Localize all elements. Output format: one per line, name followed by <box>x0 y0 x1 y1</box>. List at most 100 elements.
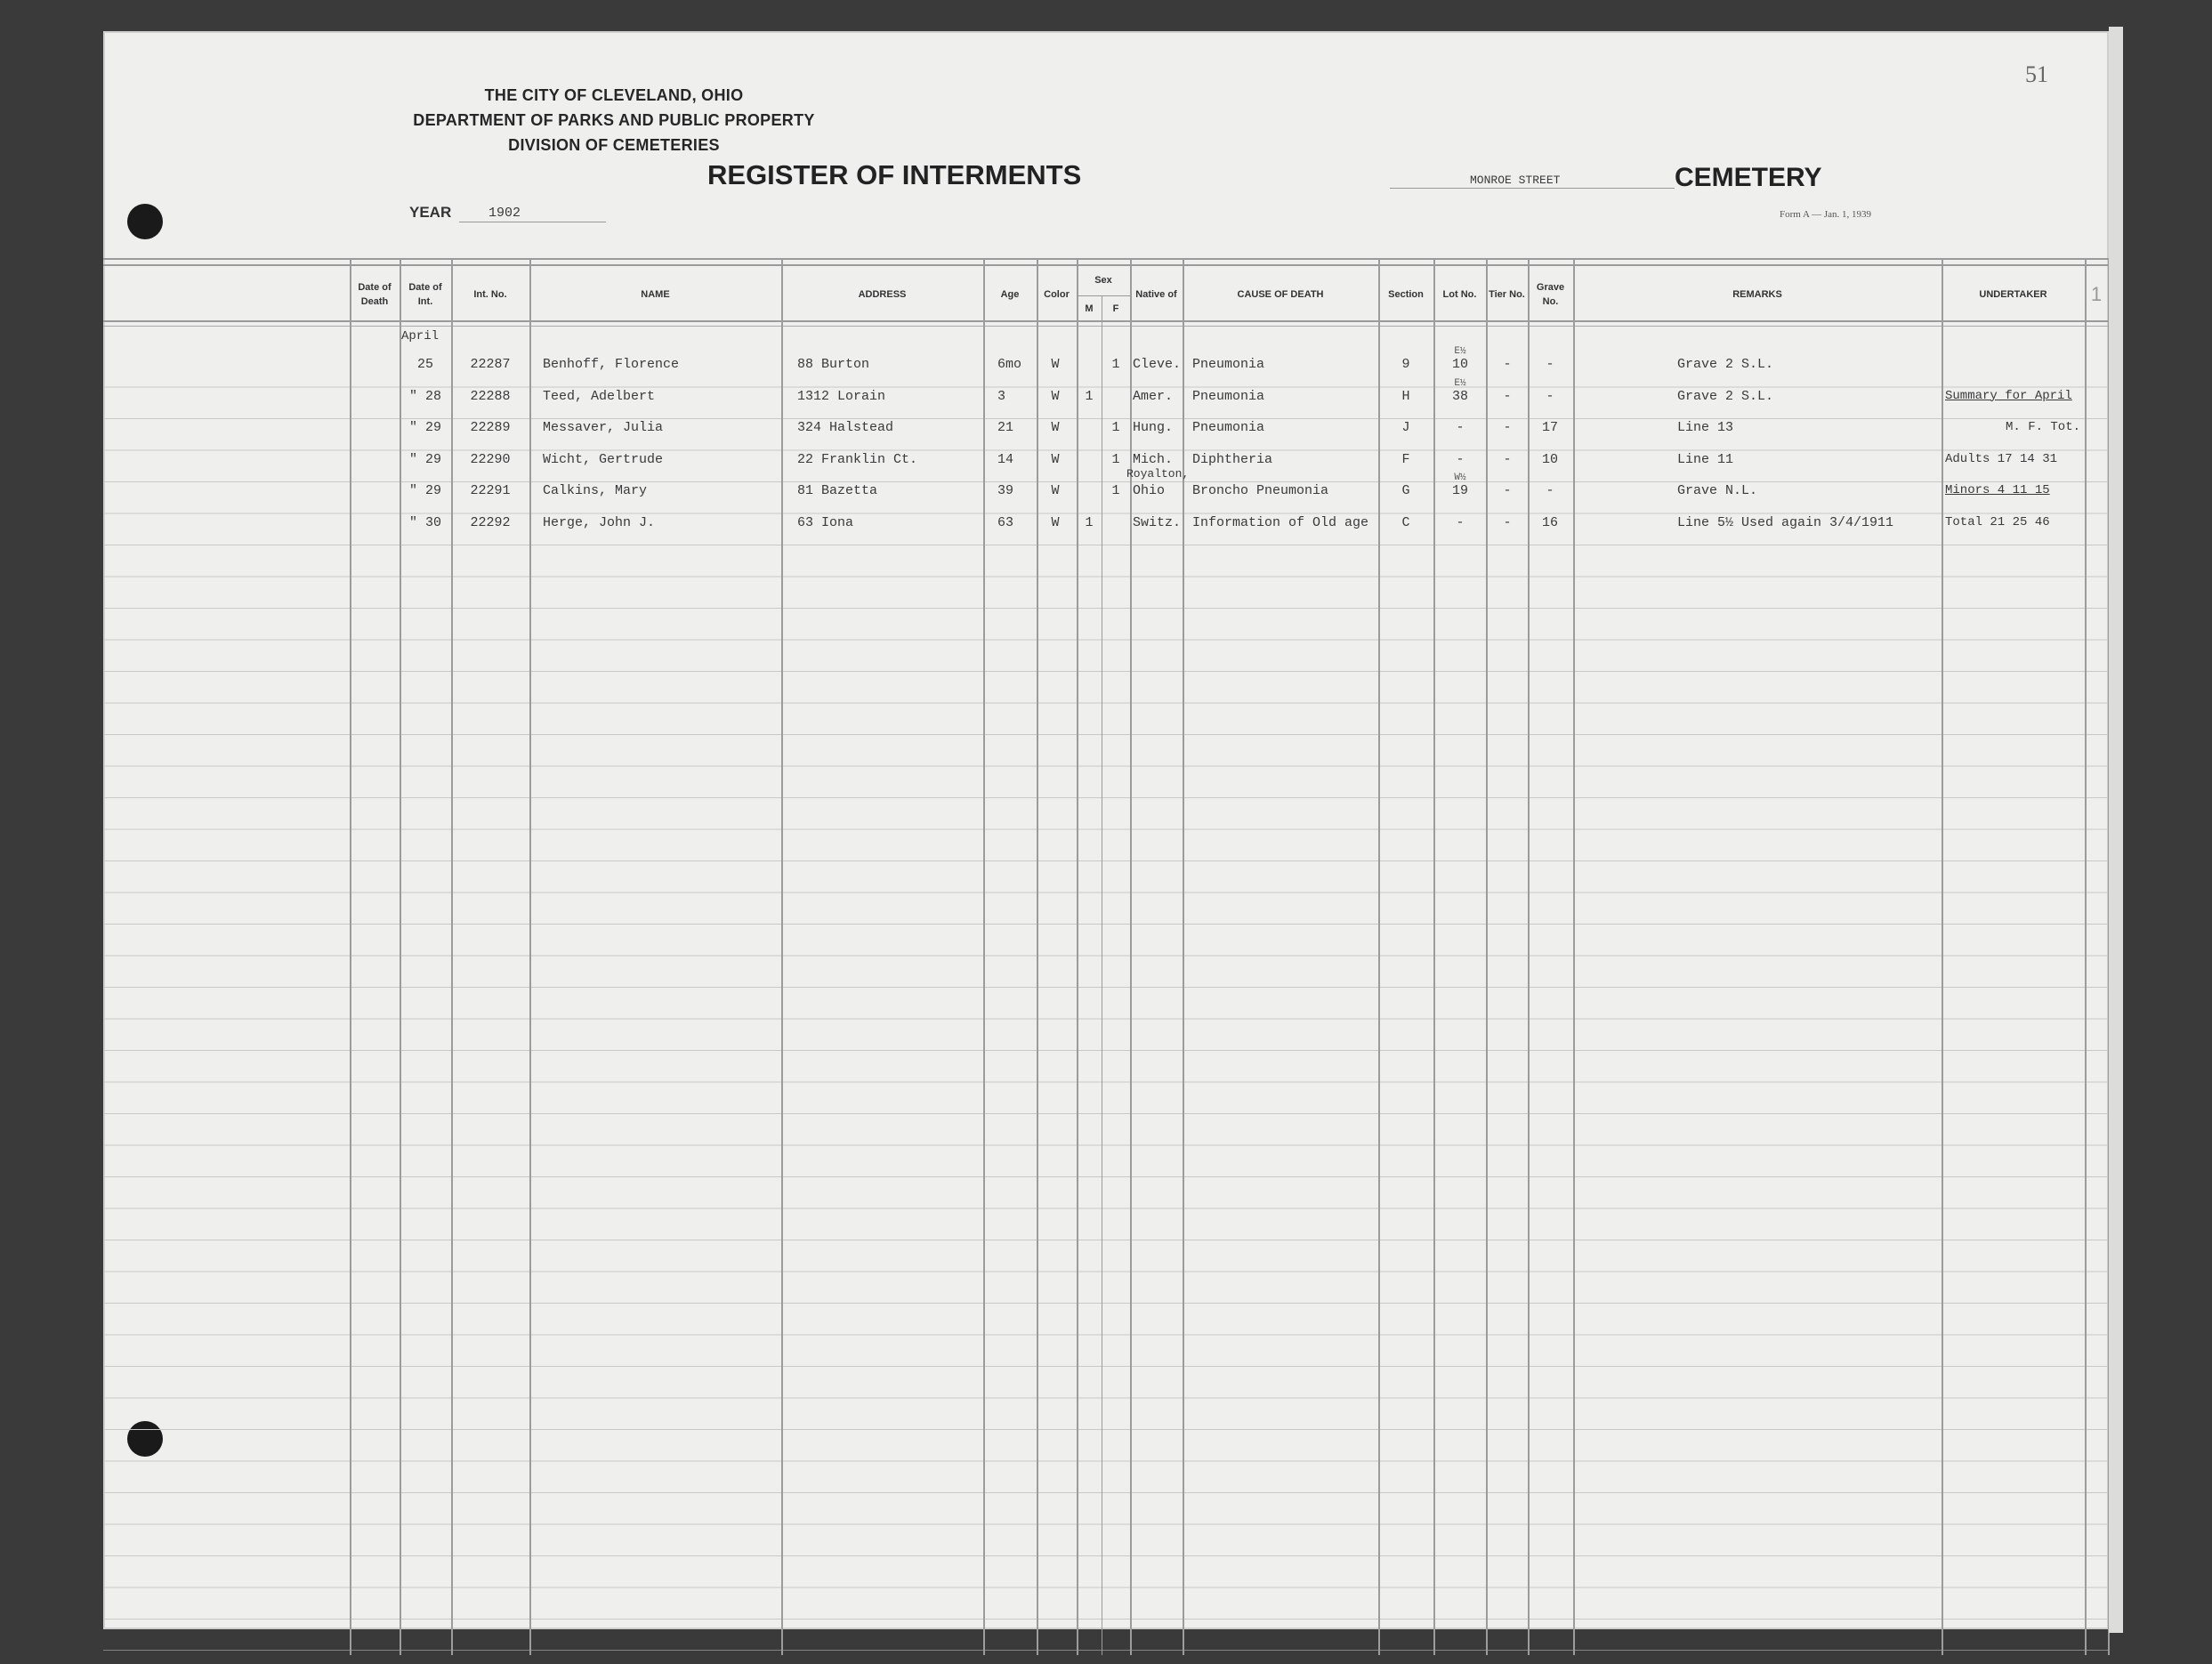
cell-lot: - <box>1456 420 1465 435</box>
cell-lot: - <box>1456 451 1465 467</box>
summary-minors: Minors 4 11 15 <box>1945 483 2050 497</box>
binder-hole <box>127 204 163 239</box>
cell-cause: Pneumonia <box>1192 357 1265 372</box>
cell-tier: - <box>1503 483 1512 498</box>
department-heading: DEPARTMENT OF PARKS AND PUBLIC PROPERTY <box>413 111 815 129</box>
cell-color: W <box>1051 514 1060 530</box>
sex-subdivider <box>1077 295 1130 296</box>
cell-f: 1 <box>1111 420 1120 435</box>
cell-remarks: Grave 2 S.L. <box>1677 388 1774 404</box>
cell-section: 9 <box>1401 357 1410 372</box>
column-divider <box>1130 258 1132 1655</box>
column-header-native-of: Native of <box>1135 289 1177 300</box>
column-header-f: F <box>1112 303 1119 314</box>
column-header-name: NAME <box>641 289 670 300</box>
column-divider <box>1183 258 1184 1655</box>
column-header-grave: Grave No. <box>1536 282 1565 307</box>
cell-cause: Diphtheria <box>1192 451 1273 467</box>
cell-lot: - <box>1456 514 1465 530</box>
column-divider <box>350 258 351 1655</box>
cell-section: H <box>1401 388 1410 404</box>
column-divider <box>2085 258 2087 1655</box>
cell-native: Switz. <box>1133 514 1182 530</box>
cell-lot-fraction: W½ <box>1454 473 1466 483</box>
cell-color: W <box>1051 483 1060 498</box>
cell-grave: - <box>1546 388 1554 404</box>
cell-address: 324 Halstead <box>797 420 894 435</box>
ruled-lines <box>103 356 2109 1651</box>
column-header-m: M <box>1085 303 1094 314</box>
year-value: 1902 <box>488 206 521 221</box>
page-number: 51 <box>2025 61 2048 87</box>
column-header-color: Color <box>1044 289 1070 300</box>
cell-section: F <box>1401 451 1410 467</box>
cell-f: 1 <box>1111 483 1120 498</box>
cell-native: Amer. <box>1133 388 1174 404</box>
cell-cause: Pneumonia <box>1192 420 1265 435</box>
column-divider <box>1942 258 1943 1655</box>
cell-name: Calkins, Mary <box>543 483 648 498</box>
cell-f: 1 <box>1111 451 1120 467</box>
cemetery-name: MONROE STREET <box>1470 174 1561 187</box>
year-label: YEAR <box>409 204 452 221</box>
cell-section: G <box>1401 483 1410 498</box>
form-note: Form A — Jan. 1, 1939 <box>1780 209 1871 220</box>
column-header-remarks: REMARKS <box>1732 289 1782 300</box>
cell-int-no: 22287 <box>470 357 511 372</box>
column-header-address: ADDRESS <box>858 289 907 300</box>
cell-date: " 30 <box>408 514 442 530</box>
cell-color: W <box>1051 420 1060 435</box>
cell-name: Benhoff, Florence <box>543 357 680 372</box>
cell-tier: - <box>1503 357 1512 372</box>
cell-date: " 28 <box>408 388 442 404</box>
cell-address: 63 Iona <box>797 514 854 530</box>
column-header-int-no: Int. No. <box>473 289 507 300</box>
cell-remarks: Grave N.L. <box>1677 483 1758 498</box>
cemetery-label: CEMETERY <box>1675 163 1822 192</box>
page-edge <box>2109 27 2123 1633</box>
column-divider <box>1433 258 1435 1655</box>
cell-int-no: 22288 <box>470 388 511 404</box>
column-header-date-of-death: Date of Death <box>358 282 392 307</box>
cell-address: 22 Franklin Ct. <box>797 451 918 467</box>
cell-lot-fraction: E½ <box>1454 377 1466 389</box>
column-header-age: Age <box>1000 289 1020 300</box>
cell-section: J <box>1401 420 1410 435</box>
column-header-tier: Tier No. <box>1489 289 1525 300</box>
column-divider <box>1077 258 1078 1655</box>
cell-color: W <box>1051 451 1060 467</box>
cell-grave: - <box>1546 357 1554 372</box>
column-header-sex: Sex <box>1094 275 1112 286</box>
summary-head: M. F. Tot. <box>2005 420 2080 434</box>
column-divider <box>1573 258 1575 1655</box>
cell-tier: - <box>1503 514 1512 530</box>
cell-remarks: Grave 2 S.L. <box>1677 357 1774 372</box>
cell-color: W <box>1051 388 1060 404</box>
column-divider <box>1037 258 1038 1655</box>
summary-title: Summary for April <box>1945 388 2072 403</box>
column-divider <box>400 258 401 1655</box>
city-heading: THE CITY OF CLEVELAND, OHIO <box>484 86 744 104</box>
cell-m: 1 <box>1085 388 1094 404</box>
cell-int-no: 22290 <box>470 451 511 467</box>
table-top-rule <box>103 258 2109 266</box>
interments-table: Date of Death Date of Int. Int. No. NAME ADD… <box>103 258 2110 1655</box>
cell-cause: Information of Old age <box>1192 514 1369 530</box>
cell-age: 3 <box>997 388 1006 404</box>
cell-name: Wicht, Gertrude <box>543 451 664 467</box>
cell-native: Mich. <box>1133 451 1174 467</box>
cell-name: Teed, Adelbert <box>543 388 656 404</box>
cemetery-underline <box>1390 188 1675 189</box>
cell-age: 6mo <box>997 357 1022 372</box>
cell-lot: 19 <box>1451 483 1469 498</box>
cell-f: 1 <box>1111 357 1120 372</box>
cell-native: Cleve. <box>1133 357 1182 372</box>
cell-int-no: 22292 <box>470 514 511 530</box>
cell-date: 25 <box>416 357 434 372</box>
cell-tier: - <box>1503 388 1512 404</box>
register-title: REGISTER OF INTERMENTS <box>707 159 1082 190</box>
cell-date: " 29 <box>408 451 442 467</box>
cell-color: W <box>1051 357 1060 372</box>
cell-remarks: Line 13 <box>1677 420 1734 435</box>
cell-lot: 10 <box>1451 357 1469 372</box>
